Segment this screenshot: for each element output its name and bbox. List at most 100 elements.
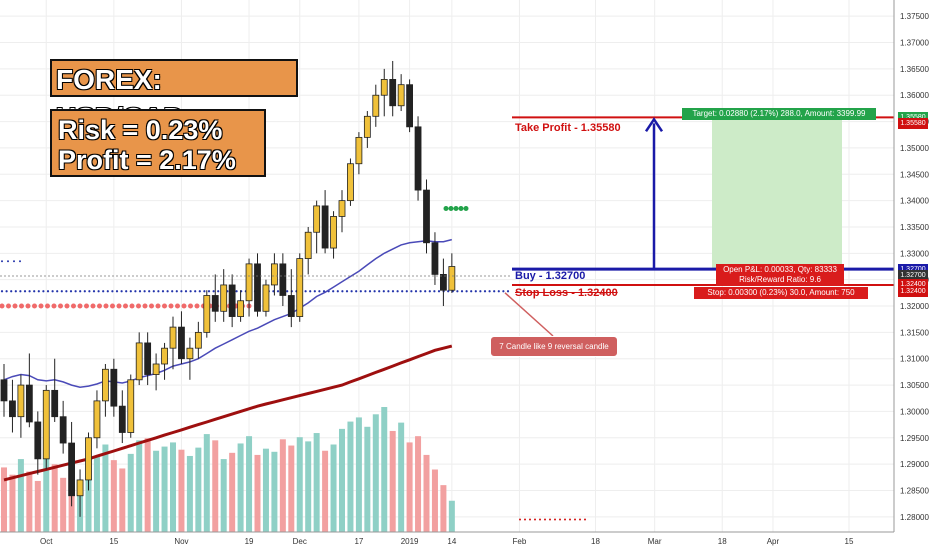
candle-body xyxy=(211,295,219,312)
x-tick-label: Dec xyxy=(293,537,307,546)
indicator-dot xyxy=(0,303,5,309)
indicator-dot xyxy=(38,303,44,309)
indicator-dot xyxy=(120,290,123,293)
indicator-dot xyxy=(579,518,581,521)
risk-profit-box: Risk = 0.23% Profit = 2.17% xyxy=(50,109,266,177)
indicator-dot xyxy=(453,206,459,212)
volume-bar xyxy=(110,460,117,532)
indicator-dot xyxy=(194,303,200,309)
volume-bar xyxy=(288,445,295,532)
candle-body xyxy=(152,363,160,375)
indicator-dot xyxy=(345,290,349,293)
target-info: Target: 0.02880 (2.17%) 288.0, Amount: 3… xyxy=(682,108,876,120)
profit-text: Profit = 2.17% xyxy=(58,145,236,175)
candle-body xyxy=(363,115,371,138)
volume-bar xyxy=(237,443,244,532)
volume-bar xyxy=(296,437,303,532)
price-badge: 1.32700 xyxy=(898,270,928,282)
indicator-dot xyxy=(77,303,83,309)
volume-bars xyxy=(1,407,455,532)
candle-body xyxy=(406,84,414,128)
indicator-dot xyxy=(136,303,141,309)
indicator-dot xyxy=(180,290,183,293)
indicator-dot xyxy=(25,303,31,309)
indicator-dot xyxy=(534,518,536,521)
volume-bar xyxy=(212,440,219,532)
indicator-dot xyxy=(465,290,468,293)
y-tick-label: 1.28500 xyxy=(900,486,929,495)
candle-body xyxy=(338,200,346,217)
volume-bar xyxy=(322,450,329,532)
volume-bar xyxy=(305,441,312,532)
volume-bar xyxy=(186,455,193,532)
candle-body xyxy=(169,326,177,349)
volume-bar xyxy=(60,477,67,532)
volume-bar xyxy=(347,421,354,532)
indicator-dot xyxy=(5,290,8,293)
volume-bar xyxy=(431,469,438,532)
indicator-dot xyxy=(161,290,165,293)
x-tick-label: 18 xyxy=(718,537,727,546)
annotation-note: 7 Candle like 9 reversal candle xyxy=(490,336,618,357)
indicator-dot xyxy=(88,290,91,293)
indicator-dot xyxy=(474,290,477,293)
indicator-dot xyxy=(157,290,160,293)
volume-bar xyxy=(220,459,227,532)
x-tick-label: 18 xyxy=(591,537,600,546)
indicator-dot xyxy=(12,303,18,309)
candle-body xyxy=(0,379,8,402)
indicator-dot xyxy=(460,290,464,293)
indicator-dot xyxy=(111,290,114,293)
candle-body xyxy=(42,389,50,460)
volume-bar xyxy=(9,474,16,532)
indicator-dot xyxy=(554,518,556,521)
candle-body xyxy=(9,400,16,418)
indicator-dot xyxy=(23,290,27,293)
indicator-dot xyxy=(51,290,54,293)
indicator-dot xyxy=(74,290,77,293)
price-badge: 1.35580 xyxy=(898,111,928,123)
indicator-dot xyxy=(184,290,188,293)
candle-body xyxy=(397,84,405,107)
volume-bar xyxy=(144,438,151,532)
candle-body xyxy=(228,284,236,317)
annotation-pointer xyxy=(504,292,554,337)
indicator-dot xyxy=(350,290,353,293)
volume-bar xyxy=(68,483,75,532)
indicator-dot xyxy=(7,260,9,263)
candle-body xyxy=(178,326,185,360)
candle-body xyxy=(347,163,354,202)
indicator-dot xyxy=(502,290,505,293)
volume-bar xyxy=(17,459,24,532)
candle-body xyxy=(321,205,329,249)
indicator-dot xyxy=(83,290,86,293)
indicator-dot xyxy=(544,518,546,521)
indicator-dot xyxy=(368,290,372,293)
x-tick-label: Apr xyxy=(767,537,780,546)
take-profit-label: Take Profit - 1.35580 xyxy=(515,122,621,134)
x-tick-label: 19 xyxy=(245,537,254,546)
indicator-dot xyxy=(194,290,197,293)
indicator-dot xyxy=(143,290,146,293)
candle-body xyxy=(85,437,92,481)
candle-body xyxy=(93,400,101,439)
candle-body xyxy=(296,258,304,317)
indicator-dot xyxy=(110,303,115,309)
volume-bar xyxy=(398,422,405,532)
y-tick-label: 1.29500 xyxy=(900,434,929,443)
indicator-dot xyxy=(479,290,482,293)
volume-bar xyxy=(406,442,413,532)
volume-bar xyxy=(279,439,286,532)
buy-label: Buy - 1.32700 xyxy=(515,270,586,282)
indicator-dot xyxy=(519,518,521,521)
indicator-dot xyxy=(37,290,40,293)
y-tick-label: 1.37500 xyxy=(900,12,929,21)
indicator-dot xyxy=(410,290,413,293)
candle-body xyxy=(414,126,422,191)
indicator-dot xyxy=(134,290,137,293)
y-tick-label: 1.31000 xyxy=(900,355,929,364)
indicator-dot xyxy=(336,290,339,293)
indicator-dot xyxy=(313,290,316,293)
indicator-dot xyxy=(97,303,102,309)
